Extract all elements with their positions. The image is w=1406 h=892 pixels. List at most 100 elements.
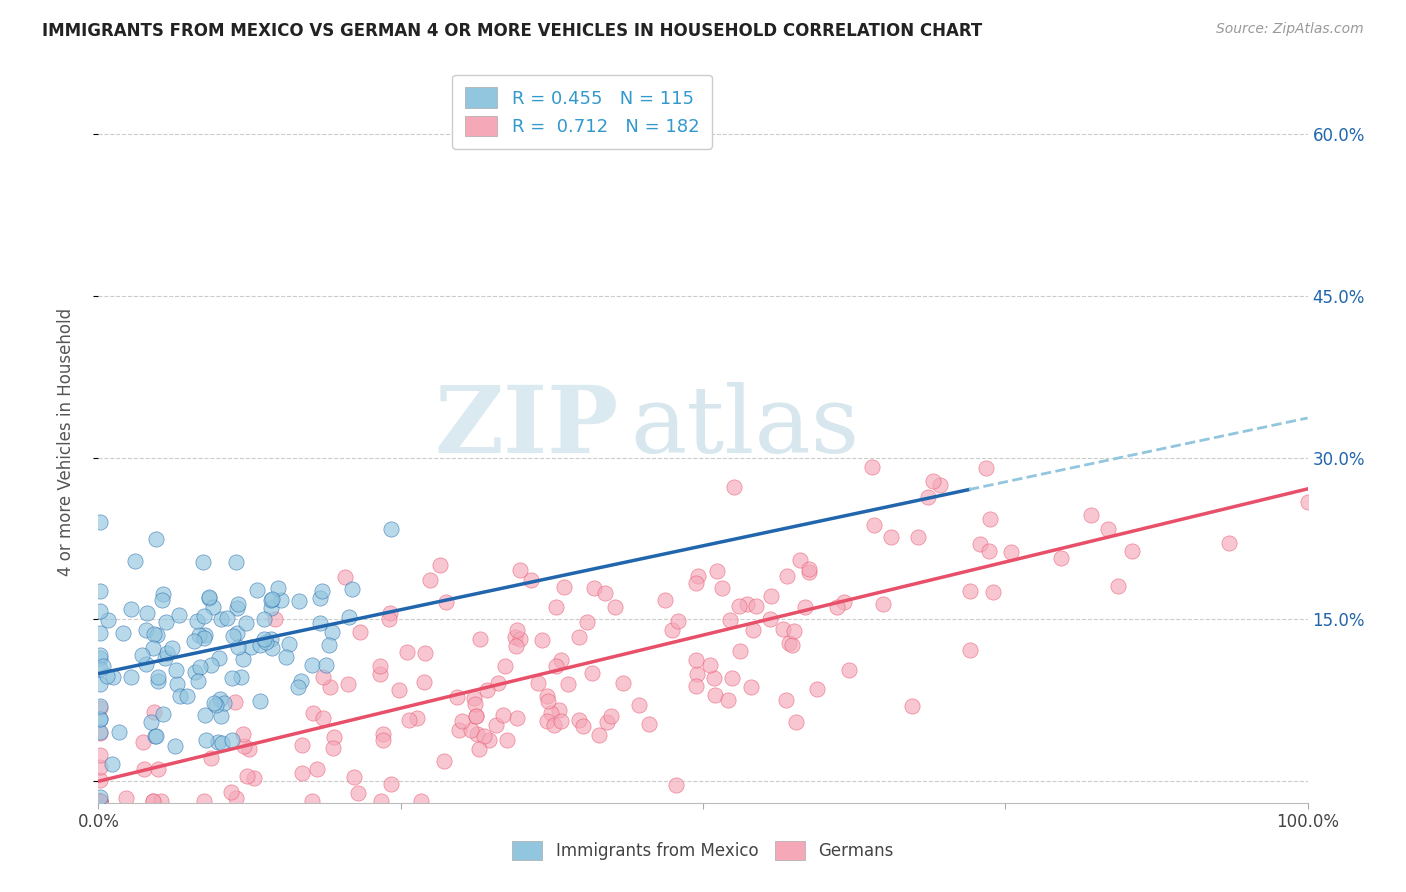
Point bbox=[907, 530, 929, 544]
Point bbox=[228, 597, 250, 611]
Point bbox=[413, 646, 436, 660]
Point bbox=[1296, 495, 1319, 509]
Point bbox=[288, 594, 311, 608]
Point bbox=[150, 592, 173, 607]
Point bbox=[291, 738, 314, 752]
Point bbox=[89, 604, 111, 618]
Point bbox=[89, 773, 111, 788]
Text: Source: ZipAtlas.com: Source: ZipAtlas.com bbox=[1216, 22, 1364, 37]
Point bbox=[120, 602, 142, 616]
Point bbox=[232, 727, 254, 741]
Point bbox=[208, 651, 231, 665]
Point bbox=[136, 607, 159, 621]
Point bbox=[155, 615, 177, 629]
Point bbox=[232, 652, 254, 666]
Point bbox=[536, 689, 558, 703]
Point bbox=[685, 652, 707, 666]
Point bbox=[772, 623, 794, 637]
Point bbox=[318, 638, 340, 652]
Legend: Immigrants from Mexico, Germans: Immigrants from Mexico, Germans bbox=[506, 834, 900, 867]
Point bbox=[686, 666, 709, 681]
Point bbox=[202, 696, 225, 710]
Point bbox=[470, 632, 492, 646]
Point bbox=[571, 719, 593, 733]
Point bbox=[778, 636, 800, 650]
Point bbox=[782, 638, 804, 652]
Point bbox=[243, 771, 266, 785]
Point bbox=[207, 735, 229, 749]
Point bbox=[581, 666, 603, 681]
Point bbox=[506, 624, 529, 638]
Point bbox=[979, 512, 1001, 526]
Point bbox=[198, 591, 221, 606]
Point bbox=[193, 794, 215, 808]
Point bbox=[654, 592, 676, 607]
Point bbox=[322, 731, 344, 745]
Point bbox=[588, 728, 610, 742]
Point bbox=[259, 632, 281, 646]
Point bbox=[495, 732, 517, 747]
Point bbox=[685, 679, 707, 693]
Point bbox=[723, 480, 745, 494]
Point bbox=[917, 490, 939, 504]
Point bbox=[215, 610, 238, 624]
Point bbox=[543, 717, 565, 731]
Point bbox=[89, 648, 111, 662]
Point bbox=[101, 670, 124, 684]
Point bbox=[1107, 578, 1129, 592]
Point bbox=[188, 659, 211, 673]
Point bbox=[686, 569, 709, 583]
Point bbox=[108, 725, 131, 739]
Point bbox=[761, 589, 783, 603]
Point bbox=[506, 710, 529, 724]
Point bbox=[89, 794, 111, 808]
Point bbox=[145, 628, 167, 642]
Point bbox=[142, 794, 165, 808]
Point bbox=[860, 460, 883, 475]
Point bbox=[249, 638, 271, 652]
Point bbox=[145, 532, 167, 546]
Point bbox=[928, 478, 950, 492]
Point bbox=[205, 698, 228, 712]
Point bbox=[195, 733, 218, 747]
Point bbox=[201, 599, 224, 614]
Point bbox=[232, 739, 254, 754]
Point bbox=[191, 555, 214, 569]
Point bbox=[378, 612, 401, 626]
Point bbox=[142, 794, 165, 808]
Point bbox=[120, 670, 142, 684]
Point bbox=[789, 553, 811, 567]
Point bbox=[89, 794, 111, 808]
Text: atlas: atlas bbox=[630, 382, 859, 472]
Point bbox=[235, 616, 257, 631]
Point bbox=[547, 703, 569, 717]
Point bbox=[959, 583, 981, 598]
Point bbox=[463, 691, 485, 706]
Point bbox=[312, 711, 335, 725]
Point bbox=[200, 658, 222, 673]
Point bbox=[336, 677, 359, 691]
Point bbox=[806, 681, 828, 696]
Point bbox=[89, 760, 111, 774]
Point bbox=[666, 615, 689, 629]
Point bbox=[718, 613, 741, 627]
Point bbox=[477, 732, 499, 747]
Point bbox=[143, 729, 166, 743]
Point bbox=[260, 592, 283, 607]
Point bbox=[277, 637, 299, 651]
Point bbox=[981, 585, 1004, 599]
Point bbox=[131, 648, 153, 663]
Point bbox=[371, 733, 394, 747]
Point bbox=[740, 680, 762, 694]
Point bbox=[89, 699, 111, 714]
Point bbox=[89, 794, 111, 808]
Point bbox=[557, 677, 579, 691]
Point bbox=[167, 607, 190, 622]
Point bbox=[260, 601, 283, 615]
Point bbox=[699, 658, 721, 673]
Point bbox=[89, 584, 111, 599]
Point bbox=[252, 632, 274, 646]
Text: IMMIGRANTS FROM MEXICO VS GERMAN 4 OR MORE VEHICLES IN HOUSEHOLD CORRELATION CHA: IMMIGRANTS FROM MEXICO VS GERMAN 4 OR MO… bbox=[42, 22, 983, 40]
Point bbox=[89, 713, 111, 727]
Point bbox=[395, 645, 418, 659]
